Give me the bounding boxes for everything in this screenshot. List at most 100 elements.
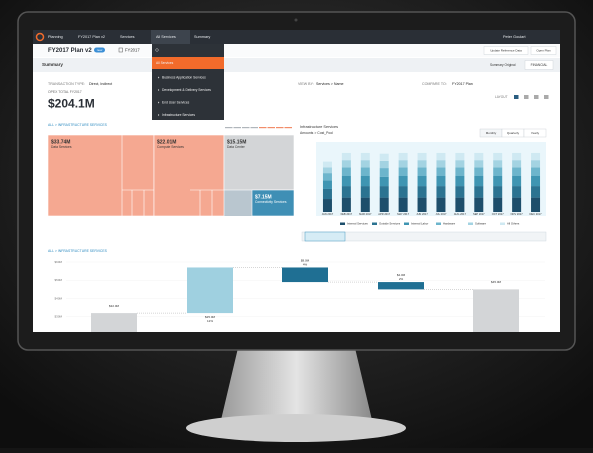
bar-segment[interactable] — [398, 176, 408, 187]
bar-segment[interactable] — [436, 152, 446, 161]
bar-segment[interactable] — [512, 167, 522, 176]
nav-menu[interactable]: All Services — [156, 35, 176, 39]
bar-segment[interactable] — [512, 152, 522, 161]
bar-segment[interactable] — [341, 152, 351, 161]
filter[interactable]: Services > Name — [316, 82, 343, 86]
bar-segment[interactable] — [341, 186, 351, 198]
treemap-tile[interactable] — [223, 134, 295, 191]
filter[interactable]: FY2017 Plan — [452, 82, 473, 86]
bar-segment[interactable] — [417, 197, 427, 212]
bar-segment[interactable] — [493, 197, 503, 212]
bar-segment[interactable] — [417, 176, 427, 187]
dropdown-item[interactable]: Business Application Services — [162, 75, 206, 79]
bar-segment[interactable] — [417, 186, 427, 198]
bar-segment[interactable] — [531, 186, 541, 198]
bar-segment[interactable] — [379, 186, 389, 198]
bar-segment[interactable] — [360, 152, 370, 161]
bar-segment[interactable] — [322, 173, 332, 181]
bar-segment[interactable] — [474, 160, 484, 168]
bar-segment[interactable] — [398, 152, 408, 161]
breadcrumb[interactable]: ALL > INFRASTRUCTURE SERVICES — [48, 249, 108, 253]
bar-segment[interactable] — [455, 160, 465, 168]
bar-segment[interactable] — [341, 167, 351, 176]
bar-segment[interactable] — [417, 152, 427, 161]
bar-segment[interactable] — [322, 167, 332, 174]
waterfall-bar[interactable] — [91, 313, 137, 335]
nav-menu[interactable]: Summary — [194, 35, 210, 39]
waterfall-bar[interactable] — [378, 282, 424, 290]
year-select[interactable]: FY2017 — [125, 48, 140, 53]
bar-segment[interactable] — [360, 186, 370, 198]
bar-segment[interactable] — [512, 197, 522, 212]
layout-icon[interactable] — [514, 95, 519, 99]
bar-segment[interactable] — [531, 160, 541, 168]
bar-segment[interactable] — [512, 160, 522, 168]
bar-segment[interactable] — [398, 160, 408, 168]
bar-segment[interactable] — [341, 160, 351, 168]
bar-segment[interactable] — [379, 153, 389, 161]
chart-button-label[interactable]: Monthly — [486, 131, 497, 135]
dropdown-item[interactable]: End User Services — [162, 100, 190, 104]
bar-segment[interactable] — [493, 160, 503, 168]
bar-segment[interactable] — [531, 152, 541, 161]
bar-segment[interactable] — [341, 197, 351, 212]
bar-segment[interactable] — [531, 197, 541, 212]
summary-view[interactable]: Summary Original — [490, 63, 516, 67]
tab[interactable]: FINANCIAL — [531, 63, 548, 67]
bar-segment[interactable] — [398, 186, 408, 198]
dropdown-active[interactable] — [152, 57, 224, 69]
treemap-tile[interactable] — [153, 134, 225, 217]
bar-segment[interactable] — [322, 199, 332, 212]
bar-segment[interactable] — [531, 176, 541, 187]
bar-segment[interactable] — [322, 188, 332, 200]
toolbar-button[interactable] — [483, 46, 529, 55]
filter[interactable]: Direct, Indirect — [89, 82, 112, 86]
chart-button-label[interactable]: Yearly — [531, 131, 540, 135]
nav-menu[interactable]: Services — [120, 35, 135, 39]
waterfall-bar[interactable] — [282, 267, 328, 283]
toolbar-button[interactable] — [530, 46, 557, 55]
bar-segment[interactable] — [493, 152, 503, 161]
bar-segment[interactable] — [512, 176, 522, 187]
bar-segment[interactable] — [474, 167, 484, 176]
bar-segment[interactable] — [341, 176, 351, 187]
bar-segment[interactable] — [379, 197, 389, 212]
dropdown-item[interactable]: Infrastructure Services — [162, 113, 195, 117]
bar-segment[interactable] — [360, 160, 370, 168]
layout-icon[interactable] — [534, 95, 539, 99]
nav-menu[interactable]: Planning — [48, 35, 63, 39]
breadcrumb[interactable]: ALL > INFRASTRUCTURE SERVICES — [48, 123, 108, 127]
bar-segment[interactable] — [512, 186, 522, 198]
dropdown-item[interactable]: Development & Delivery Services — [162, 88, 211, 92]
bar-segment[interactable] — [474, 197, 484, 212]
bar-segment[interactable] — [436, 197, 446, 212]
bar-segment[interactable] — [455, 152, 465, 161]
user-name[interactable]: Peter Goulart — [503, 35, 527, 39]
bar-segment[interactable] — [322, 180, 332, 189]
tab-bg[interactable] — [524, 60, 554, 70]
bar-segment[interactable] — [417, 167, 427, 176]
bar-segment[interactable] — [398, 167, 408, 176]
bar-segment[interactable] — [493, 176, 503, 187]
bar-segment[interactable] — [360, 197, 370, 212]
chart-button[interactable] — [523, 128, 547, 138]
bar-segment[interactable] — [474, 152, 484, 161]
bar-segment[interactable] — [417, 160, 427, 168]
chart-button-label[interactable]: Quarterly — [507, 131, 520, 135]
layout-icon[interactable] — [524, 95, 529, 99]
bar-segment[interactable] — [360, 176, 370, 187]
bar-segment[interactable] — [379, 168, 389, 177]
toolbar-button-label[interactable]: Update Reference Data — [490, 48, 522, 52]
chart-subtitle[interactable]: Amounts > Cost_Pool — [300, 131, 333, 135]
bar-segment[interactable] — [531, 167, 541, 176]
layout-icon[interactable] — [544, 95, 549, 99]
bar-segment[interactable] — [379, 176, 389, 187]
bar-segment[interactable] — [436, 186, 446, 198]
bar-segment[interactable] — [455, 186, 465, 198]
nav-menu[interactable]: FY2017 Plan v2 — [78, 35, 105, 39]
bar-segment[interactable] — [493, 186, 503, 198]
bar-segment[interactable] — [455, 176, 465, 187]
bar-segment[interactable] — [436, 176, 446, 187]
bar-segment[interactable] — [322, 161, 332, 168]
bar-segment[interactable] — [398, 197, 408, 212]
